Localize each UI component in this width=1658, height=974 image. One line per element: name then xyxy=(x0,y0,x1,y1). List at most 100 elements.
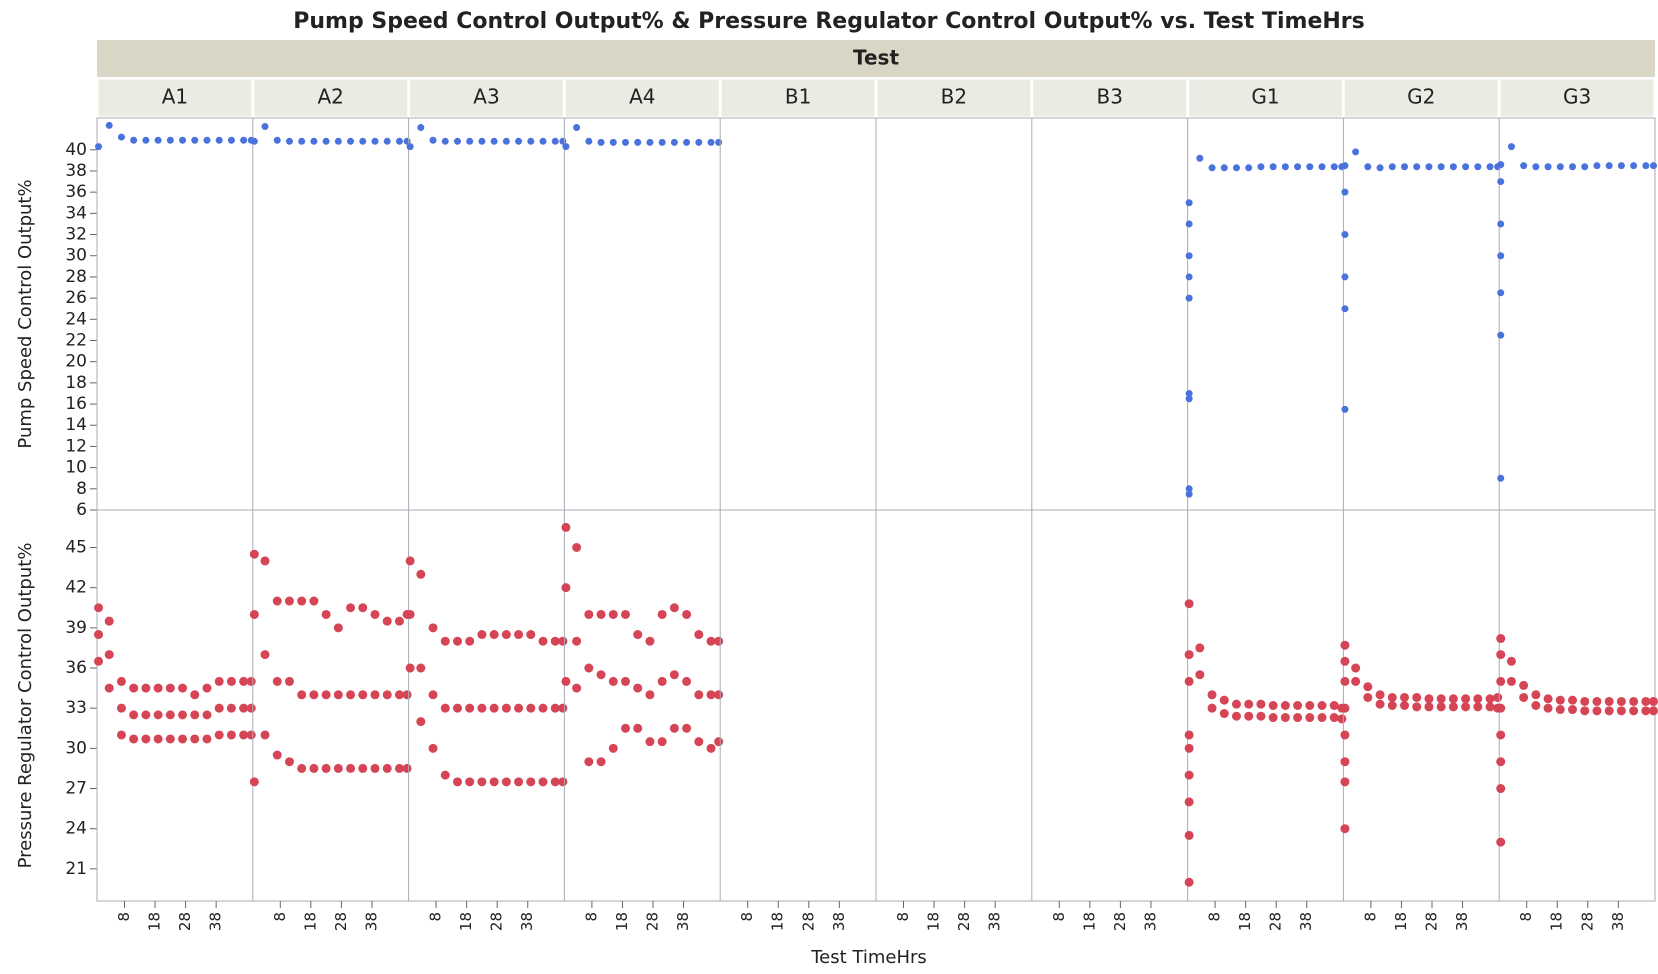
data-point xyxy=(141,734,151,744)
y-tick-label: 24 xyxy=(65,819,87,839)
data-point xyxy=(382,690,392,700)
data-point xyxy=(707,138,715,146)
data-point xyxy=(1364,163,1372,171)
data-point xyxy=(477,777,487,787)
data-point xyxy=(1329,701,1339,710)
data-point xyxy=(297,690,307,700)
x-tick-label: 28 xyxy=(799,912,817,931)
data-point xyxy=(465,636,475,646)
data-point xyxy=(657,737,667,747)
data-point xyxy=(1436,702,1446,712)
x-tick-label: 8 xyxy=(271,912,289,922)
data-point xyxy=(657,676,667,686)
data-point xyxy=(285,137,293,145)
y-tick-label: 12 xyxy=(65,436,87,456)
data-point xyxy=(609,138,617,146)
x-tick-label: 18 xyxy=(925,912,943,931)
data-point xyxy=(166,136,174,144)
y-tick-label: 6 xyxy=(76,500,87,520)
data-point xyxy=(1337,714,1347,724)
data-point xyxy=(347,137,355,145)
data-point xyxy=(1580,706,1590,716)
data-point xyxy=(1352,148,1360,156)
y-axis-title: Pressure Regulator Control Output% xyxy=(15,543,36,869)
data-point xyxy=(1543,703,1553,713)
data-point xyxy=(514,630,524,640)
data-point xyxy=(190,710,200,720)
data-point xyxy=(645,636,655,646)
data-point xyxy=(706,743,716,753)
data-point xyxy=(1473,702,1483,712)
data-point xyxy=(179,136,187,144)
data-point xyxy=(1317,701,1327,710)
data-point xyxy=(1185,199,1193,207)
data-point xyxy=(1461,702,1471,712)
data-point xyxy=(1520,162,1528,170)
data-point xyxy=(178,734,188,744)
data-point xyxy=(596,670,606,680)
facet-label: A3 xyxy=(473,85,499,109)
data-point xyxy=(1305,713,1315,723)
x-tick-label: 28 xyxy=(955,912,973,931)
data-point xyxy=(1449,163,1457,171)
data-point xyxy=(406,143,414,151)
facet-header xyxy=(1032,78,1188,118)
data-point xyxy=(694,690,704,700)
data-point xyxy=(1629,706,1639,716)
facet-label: B2 xyxy=(941,85,967,109)
data-point xyxy=(1642,162,1650,170)
data-point xyxy=(608,676,618,686)
data-point xyxy=(1532,163,1540,171)
data-point xyxy=(1496,730,1506,740)
data-point xyxy=(1413,163,1421,171)
data-point xyxy=(1592,696,1602,706)
data-point xyxy=(514,777,524,787)
data-point xyxy=(501,777,511,787)
x-tick-label: 8 xyxy=(427,912,445,922)
data-point xyxy=(1461,694,1471,704)
facet-label: A1 xyxy=(162,85,188,109)
x-tick-label: 38 xyxy=(1297,912,1315,931)
data-point xyxy=(309,690,319,700)
x-tick-label: 8 xyxy=(1517,912,1535,922)
data-point xyxy=(1220,164,1228,172)
data-point xyxy=(1497,178,1505,186)
y-tick-label: 36 xyxy=(65,658,87,678)
data-point xyxy=(550,777,560,787)
x-tick-label: 38 xyxy=(674,912,692,931)
data-point xyxy=(1436,694,1446,704)
y-tick-label: 36 xyxy=(65,182,87,202)
data-point xyxy=(1497,474,1505,482)
facet-header xyxy=(97,78,253,118)
data-point xyxy=(694,630,704,640)
data-point xyxy=(104,650,114,660)
data-point xyxy=(501,630,511,640)
data-point xyxy=(416,717,426,727)
data-point xyxy=(440,703,450,713)
data-point xyxy=(1244,699,1254,709)
y-tick-label: 34 xyxy=(65,203,87,223)
data-point xyxy=(141,683,151,693)
data-point xyxy=(695,138,703,146)
data-point xyxy=(1317,713,1327,723)
data-point xyxy=(657,609,667,619)
data-point xyxy=(1399,701,1409,710)
data-point xyxy=(272,596,282,606)
data-point xyxy=(478,137,486,145)
y-tick-label: 18 xyxy=(65,373,87,393)
data-point xyxy=(1519,680,1529,690)
data-point xyxy=(1256,699,1266,709)
data-point xyxy=(284,596,294,606)
data-point xyxy=(405,609,415,619)
y-tick-label: 40 xyxy=(65,140,87,160)
x-tick-label: 38 xyxy=(518,912,536,931)
data-point xyxy=(558,777,568,787)
data-point xyxy=(227,136,235,144)
data-point xyxy=(1340,730,1350,740)
data-point xyxy=(561,522,571,532)
facet-label: B1 xyxy=(785,85,811,109)
chart-title: Pump Speed Control Output% & Pressure Re… xyxy=(293,9,1364,34)
data-point xyxy=(621,138,629,146)
facet-label: G1 xyxy=(1251,85,1279,109)
data-point xyxy=(249,777,259,787)
